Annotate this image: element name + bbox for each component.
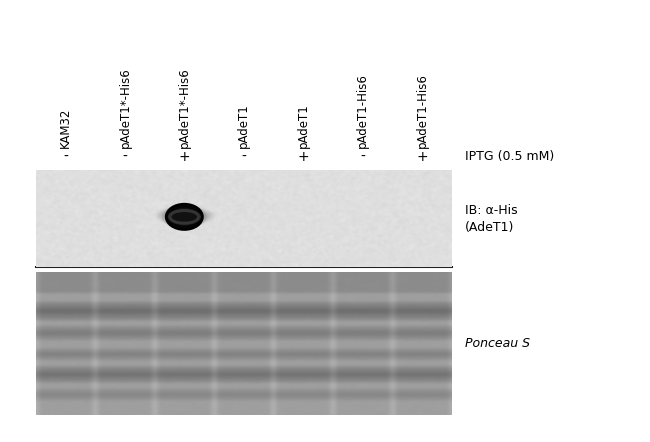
Text: pAdeT1: pAdeT1: [296, 103, 309, 148]
Text: -: -: [241, 150, 246, 164]
Text: -: -: [63, 150, 68, 164]
Text: KAM32: KAM32: [59, 108, 72, 148]
Ellipse shape: [172, 212, 197, 221]
Text: +: +: [297, 150, 309, 164]
Text: +: +: [416, 150, 428, 164]
Text: IPTG (0.5 mM): IPTG (0.5 mM): [465, 150, 554, 164]
Text: Ponceau S: Ponceau S: [465, 337, 530, 350]
Text: IB: α-His
(AdeT1): IB: α-His (AdeT1): [465, 204, 517, 234]
Text: pAdeT1: pAdeT1: [237, 103, 250, 148]
Ellipse shape: [162, 205, 207, 229]
Ellipse shape: [168, 209, 201, 225]
Text: -: -: [360, 150, 365, 164]
Text: -: -: [122, 150, 127, 164]
Text: pAdeT1-His6: pAdeT1-His6: [356, 73, 369, 148]
Ellipse shape: [170, 208, 200, 225]
Text: pAdeT1*-His6: pAdeT1*-His6: [178, 67, 191, 148]
Ellipse shape: [165, 203, 204, 231]
Text: +: +: [179, 150, 190, 164]
Text: pAdeT1-His6: pAdeT1-His6: [415, 73, 428, 148]
Text: pAdeT1*-His6: pAdeT1*-His6: [118, 67, 131, 148]
Ellipse shape: [167, 206, 202, 228]
